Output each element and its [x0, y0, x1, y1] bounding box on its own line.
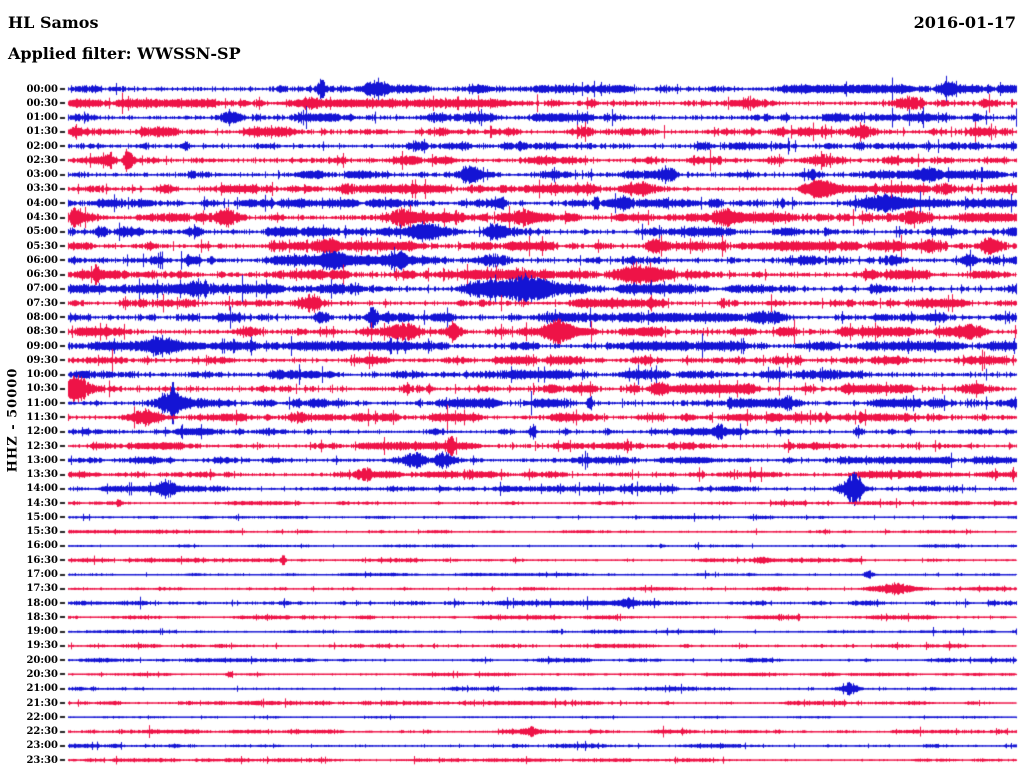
time-label: 10:00	[26, 369, 58, 381]
time-label: 21:00	[26, 683, 58, 695]
time-label: 02:30	[26, 154, 58, 166]
y-axis-label: HHZ - 50000	[5, 367, 21, 473]
time-label: 04:30	[26, 212, 58, 224]
time-label: 19:30	[26, 640, 58, 652]
time-label: 18:30	[26, 611, 58, 623]
time-label: 17:30	[26, 583, 58, 595]
time-label: 11:00	[26, 397, 58, 409]
time-label: 16:30	[26, 554, 58, 566]
time-label: 09:30	[26, 354, 58, 366]
station-title: HL Samos	[8, 13, 99, 32]
time-label: 20:00	[26, 654, 58, 666]
time-label: 01:30	[26, 126, 58, 138]
time-label: 15:00	[26, 511, 58, 523]
time-label: 13:30	[26, 469, 58, 481]
time-label: 13:00	[26, 454, 58, 466]
time-label: 03:30	[26, 183, 58, 195]
time-label: 12:00	[26, 426, 58, 438]
time-label: 09:00	[26, 340, 58, 352]
time-label: 12:30	[26, 440, 58, 452]
time-label: 02:00	[26, 140, 58, 152]
time-label: 23:30	[26, 754, 58, 766]
time-label: 22:30	[26, 726, 58, 738]
time-label: 16:00	[26, 540, 58, 552]
time-label: 05:00	[26, 226, 58, 238]
time-label: 20:30	[26, 668, 58, 680]
date-label: 2016-01-17	[913, 13, 1016, 32]
time-label: 06:00	[26, 254, 58, 266]
time-label: 05:30	[26, 240, 58, 252]
time-label: 08:00	[26, 311, 58, 323]
time-label: 00:00	[26, 83, 58, 95]
time-label: 07:00	[26, 283, 58, 295]
time-label: 00:30	[26, 97, 58, 109]
time-label: 08:30	[26, 326, 58, 338]
time-label: 22:00	[26, 711, 58, 723]
time-label: 23:00	[26, 740, 58, 752]
time-label: 17:00	[26, 569, 58, 581]
time-label: 04:00	[26, 197, 58, 209]
time-label: 14:00	[26, 483, 58, 495]
time-label: 18:00	[26, 597, 58, 609]
time-label: 07:30	[26, 297, 58, 309]
time-label: 14:30	[26, 497, 58, 509]
time-label: 19:00	[26, 626, 58, 638]
time-label: 10:30	[26, 383, 58, 395]
time-label: 06:30	[26, 269, 58, 281]
filter-label: Applied filter: WWSSN-SP	[8, 44, 241, 63]
time-label: 15:30	[26, 526, 58, 538]
time-label: 11:30	[26, 411, 58, 423]
time-label: 21:30	[26, 697, 58, 709]
time-label: 03:00	[26, 169, 58, 181]
time-label: 01:00	[26, 112, 58, 124]
